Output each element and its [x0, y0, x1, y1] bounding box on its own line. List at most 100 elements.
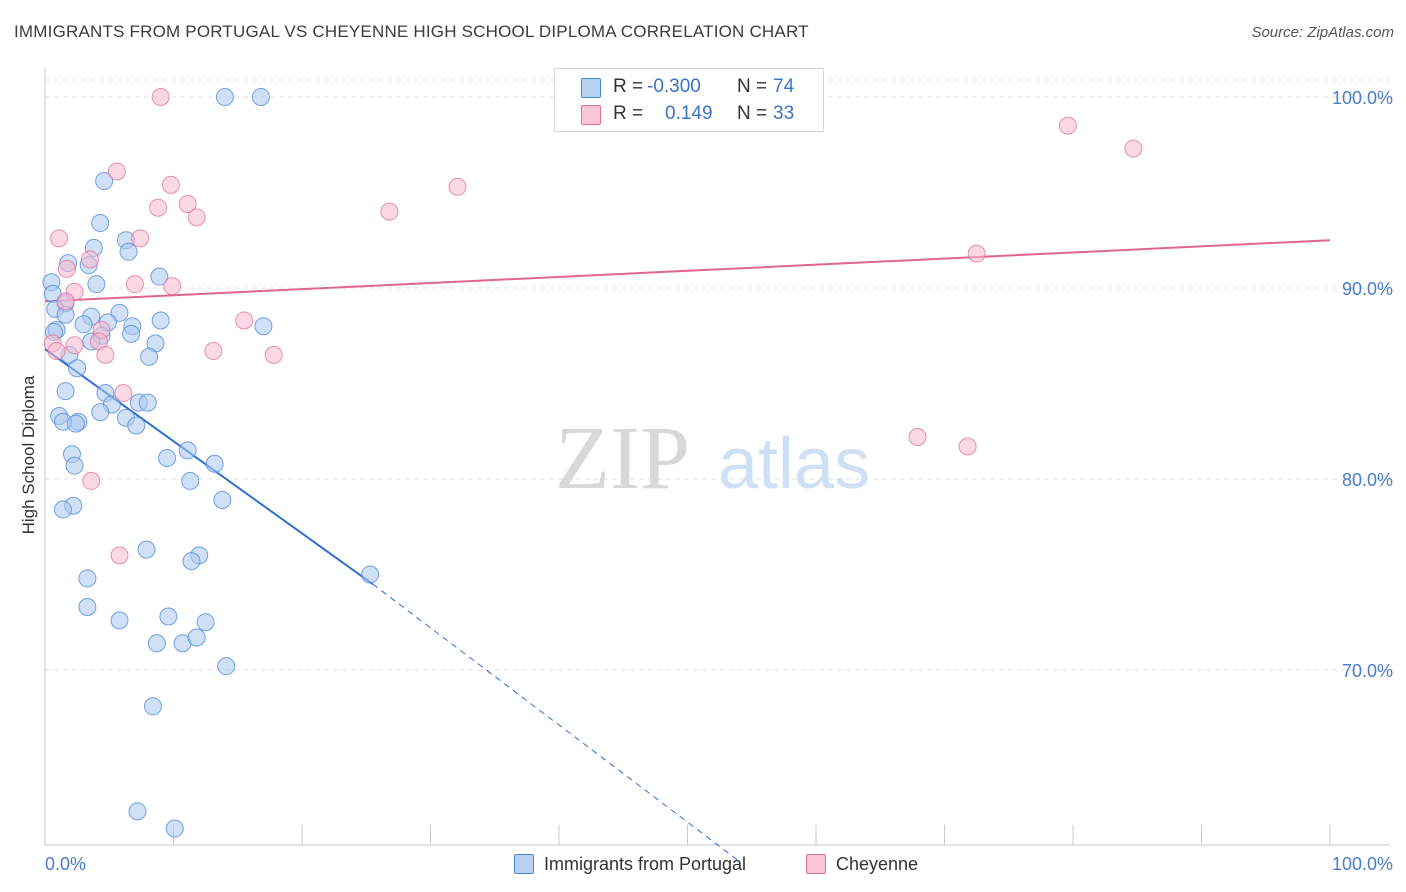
portugal-point	[140, 347, 159, 366]
y-tick-label: 70.0%	[1342, 661, 1393, 681]
cheyenne-point	[131, 229, 150, 248]
portugal-point	[213, 491, 232, 510]
x-tick-label: 0.0%	[45, 854, 86, 874]
source-credit: Source: ZipAtlas.com	[1251, 24, 1394, 41]
portugal-point	[56, 382, 75, 401]
legend-r-label: R =	[613, 103, 644, 124]
portugal-point	[65, 456, 84, 475]
correlation-legend: R = -0.300 N = 74 R = 0.149 N = 33	[554, 68, 824, 132]
portugal-point	[158, 448, 177, 467]
portugal-point	[165, 819, 184, 838]
legend-n-label: N =	[737, 103, 768, 124]
portugal-point	[95, 172, 114, 191]
portugal-point	[254, 317, 273, 336]
portugal-point	[137, 540, 156, 559]
portugal-point	[159, 607, 178, 626]
portugal-point	[119, 242, 138, 261]
cheyenne-point	[82, 471, 101, 490]
cheyenne-point	[50, 229, 69, 248]
bottom-legend-pink: Cheyenne	[806, 852, 918, 876]
portugal-point	[53, 500, 72, 519]
chart-title: IMMIGRANTS FROM PORTUGAL VS CHEYENNE HIG…	[14, 22, 809, 41]
cheyenne-point	[908, 427, 927, 446]
portugal-point	[66, 414, 85, 433]
cheyenne-point	[264, 345, 283, 364]
cheyenne-point	[47, 342, 66, 361]
cheyenne-trend-line	[44, 239, 1331, 303]
legend-n-label: N =	[737, 76, 768, 97]
legend-r-label: R =	[613, 76, 644, 97]
portugal-trend-extension	[372, 583, 740, 862]
watermark: ZIP atlas	[555, 409, 870, 508]
legend-r-value: -0.300	[647, 76, 701, 97]
portugal-point	[181, 471, 200, 490]
portugal-point	[215, 88, 234, 106]
bottom-legend-blue: Immigrants from Portugal	[514, 852, 746, 876]
bottom-legend-blue-label: Immigrants from Portugal	[544, 853, 747, 874]
portugal-point	[361, 565, 380, 584]
cheyenne-point	[149, 198, 168, 217]
pink-swatch	[806, 854, 826, 874]
portugal-point	[74, 315, 93, 334]
portugal-point	[110, 611, 129, 630]
portugal-point	[205, 454, 224, 473]
watermark-zip: ZIP	[555, 409, 690, 508]
legend-n-value: 33	[773, 103, 795, 124]
data-points	[42, 88, 1143, 838]
portugal-point	[127, 416, 146, 435]
portugal-point	[91, 403, 110, 422]
cheyenne-point	[1058, 116, 1077, 135]
cheyenne-point	[204, 342, 223, 361]
portugal-point	[68, 359, 87, 378]
legend-row-pink: R = 0.149 N = 33	[555, 100, 823, 128]
legend-n-value: 74	[773, 76, 795, 97]
portugal-point	[182, 552, 201, 571]
portugal-point	[178, 441, 197, 460]
cheyenne-point	[958, 437, 977, 456]
portugal-point	[143, 697, 162, 716]
cheyenne-point	[380, 202, 399, 221]
y-axis-label: High School Diploma	[19, 375, 38, 534]
watermark-atlas: atlas	[718, 424, 870, 504]
portugal-point	[138, 393, 157, 412]
cheyenne-point	[110, 546, 129, 565]
y-tick-label: 80.0%	[1342, 470, 1393, 490]
trend-lines	[44, 239, 1331, 862]
portugal-point	[110, 303, 129, 322]
pink-swatch	[581, 105, 601, 125]
cheyenne-point	[125, 275, 144, 294]
legend-row-blue: R = -0.300 N = 74	[555, 73, 823, 101]
cheyenne-point	[96, 345, 115, 364]
cheyenne-point	[187, 208, 206, 227]
y-tick-label: 100.0%	[1332, 88, 1393, 108]
grid-lines	[45, 79, 1390, 671]
cheyenne-point	[235, 311, 254, 330]
cheyenne-point	[65, 336, 84, 355]
portugal-point	[151, 311, 170, 330]
cheyenne-point	[56, 292, 75, 311]
cheyenne-point	[57, 259, 76, 278]
portugal-point	[122, 324, 141, 343]
cheyenne-point	[448, 177, 467, 196]
portugal-point	[128, 802, 147, 821]
portugal-point	[78, 569, 97, 588]
cheyenne-point	[1124, 139, 1143, 158]
portugal-point	[147, 634, 166, 653]
x-tick-label: 100.0%	[1332, 854, 1393, 874]
blue-swatch	[514, 854, 534, 874]
blue-swatch	[581, 78, 601, 98]
cheyenne-point	[107, 162, 126, 181]
portugal-point	[196, 613, 215, 632]
cheyenne-point	[161, 175, 180, 194]
portugal-point	[251, 88, 270, 106]
tick-labels: 70.0% 80.0% 90.0% 100.0% 0.0% 100.0%	[45, 88, 1393, 874]
cheyenne-point	[80, 250, 99, 269]
cheyenne-point	[114, 384, 133, 403]
portugal-point	[150, 267, 169, 286]
legend-r-value: 0.149	[665, 103, 713, 124]
bottom-legend-pink-label: Cheyenne	[836, 853, 919, 874]
cheyenne-point	[178, 194, 197, 213]
portugal-point	[87, 275, 106, 294]
portugal-point	[91, 214, 110, 233]
